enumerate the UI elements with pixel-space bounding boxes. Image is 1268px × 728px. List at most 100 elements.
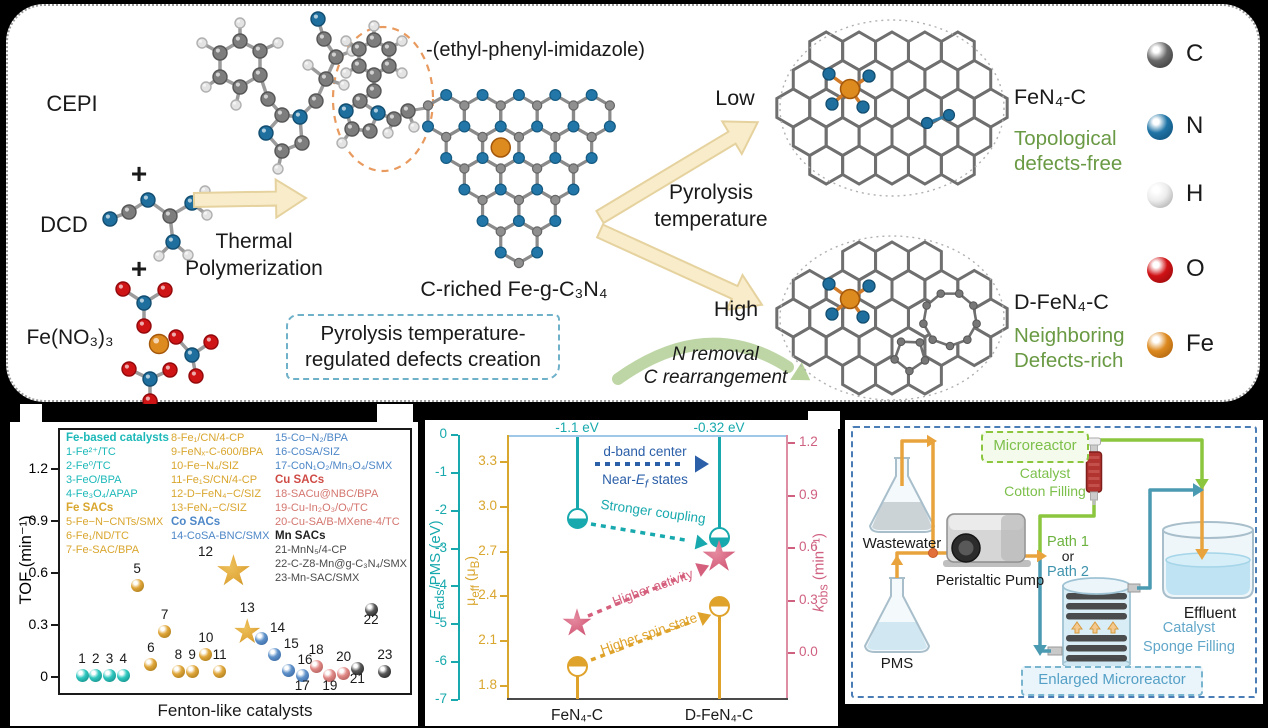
dft-box-top: [507, 435, 788, 437]
eads-stem: [575, 437, 579, 519]
plus-sign-2: +: [130, 253, 148, 284]
mueff-tick: [500, 505, 507, 508]
eads-tick-label: -7: [434, 690, 447, 706]
tof-point-10: [199, 647, 213, 661]
mueff-stem: [575, 666, 579, 699]
tof-point-label-12: 12: [197, 544, 213, 560]
atom-c-sphere: [1147, 42, 1173, 68]
tof-legend-column-1: Fe-based catalysts 1-Fe²⁺/TC 2-Fe⁰/TC 3-FeO…: [66, 431, 169, 557]
tof-point-label-3: 3: [105, 650, 114, 666]
eads-axis-line: [458, 435, 460, 700]
tof-point-label-19: 19: [322, 677, 338, 693]
tof-chart-panel: TOF (min⁻¹) Fenton-like catalysts Fe-bas…: [10, 422, 418, 726]
tof-point-3: [103, 668, 117, 682]
eads-tick: [451, 434, 458, 436]
tof-legend-entry: 5-Fe−N−CNTs/SMX: [66, 516, 164, 528]
tof-point-label-5: 5: [133, 560, 141, 576]
tof-point-1: [75, 668, 89, 682]
mueff-tick-label: 3.3: [478, 453, 497, 468]
tof-point-label-6: 6: [147, 640, 155, 656]
tof-point-label-16: 16: [297, 651, 313, 667]
tof-legend-entry: Mn SACs: [275, 530, 326, 542]
atom-fe-label: Fe: [1186, 330, 1215, 357]
fen4c-label: FeN₄-C: [1014, 85, 1087, 109]
kobs-tick: [788, 494, 795, 497]
tof-point-16: [282, 663, 296, 677]
tof-point-label-2: 2: [92, 650, 100, 666]
dband-value-dfen4c: -0.32 eV: [693, 420, 745, 435]
eads-tick-label: -4: [434, 577, 447, 593]
atom-n-label: N: [1186, 112, 1204, 139]
tof-point-5: [130, 578, 144, 592]
dft-chart-panel: Eads/PMS (eV) μeff (μB) kobs (min⁻¹) -1.…: [425, 420, 838, 726]
tof-legend-entry: 7-Fe-SAC/BPA: [66, 544, 140, 556]
eads-tick-label: -6: [434, 653, 447, 669]
tof-ytick-label: 0: [40, 668, 48, 684]
tof-point-2: [89, 668, 103, 682]
tof-point-label-14: 14: [269, 620, 286, 636]
product-label: C-riched Fe-g-C₃N₄: [420, 277, 608, 301]
pendant-label: -(ethyl-phenyl-imidazole): [426, 39, 645, 61]
tof-point-label-22: 22: [363, 611, 379, 627]
mueff-tick-label: 1.8: [478, 677, 497, 692]
flow-diagram-panel: Wastewater PMS Peristaltic Pump Microrea…: [845, 420, 1263, 704]
tof-point-14: [254, 632, 268, 646]
mueff-tick-label: 2.1: [478, 632, 497, 648]
tof-legend-entry: 22-C-Z8-Mn@g-C₃N₄/SMX: [275, 558, 407, 570]
tof-ytick-mark: [51, 520, 58, 522]
tof-x-axis-label: Fenton-like catalysts: [157, 701, 313, 720]
tof-point-label-15: 15: [283, 635, 299, 651]
tof-point-8: [171, 665, 185, 679]
mueff-marker: [708, 596, 730, 618]
dft-annotation-arrows: [587, 455, 712, 662]
tof-ytick-mark: [51, 572, 58, 574]
atom-h-sphere: [1147, 182, 1173, 208]
panel-notch-b: [20, 404, 42, 422]
enlarged-microreactor-box: Enlarged Microreactor: [1021, 666, 1203, 696]
wastewater-label: Wastewater: [862, 535, 942, 552]
n-removal-label: N removal C rearrangement: [643, 344, 788, 388]
atom-n-sphere: [1147, 114, 1173, 140]
kobs-tick: [788, 599, 795, 602]
tof-legend-column-3: 15-Co−N₂/BPA 16-CoSA/SIZ 17-CoN₁O₂/Mn₃O₄/S…: [275, 431, 407, 585]
dband-annotation-bottom: Near-Ef states: [602, 472, 688, 491]
kobs-tick-label: 0.9: [799, 486, 818, 502]
tof-legend-entry: Fe-based catalysts: [66, 432, 169, 444]
tof-point-18: [309, 660, 323, 674]
kobs-tick: [788, 442, 795, 444]
dft-category-dfen4c: D-FeN₄-C: [684, 707, 754, 724]
kobs-tick-label: 0.3: [799, 591, 818, 607]
eads-tick: [451, 623, 458, 626]
tof-point-9: [185, 665, 199, 679]
mueff-marker: [566, 656, 588, 678]
eads-tick: [451, 547, 458, 550]
tof-legend-entry: 21-MnN₅/4-CP: [275, 544, 347, 556]
mueff-tick-label: 3.0: [478, 497, 497, 513]
eads-stem: [717, 437, 721, 538]
tof-ytick-label: 0.9: [28, 512, 48, 528]
tof-point-11: [213, 665, 227, 679]
low-label: Low: [715, 86, 755, 110]
eads-tick-label: 0: [439, 426, 447, 441]
tof-ytick-mark: [51, 676, 58, 678]
mueff-tick: [500, 640, 507, 643]
tof-point-label-1: 1: [78, 650, 86, 666]
eads-tick: [451, 585, 458, 588]
dft-box-bottom: [507, 698, 788, 700]
tof-point-6: [144, 658, 158, 672]
kobs-tick: [788, 652, 795, 654]
tof-legend-entry: 4-Fe₃O₄/APAP: [66, 488, 138, 500]
microreactor-label-box: Microreactor: [981, 431, 1089, 463]
atom-fe-sphere: [1147, 332, 1173, 358]
mueff-tick-label: 2.7: [478, 542, 497, 558]
eads-tick-label: -3: [434, 539, 447, 555]
kobs-tick-label: 1.2: [799, 434, 818, 449]
tof-ytick-mark: [51, 468, 58, 470]
tof-legend-entry: 1-Fe²⁺/TC: [66, 446, 116, 458]
tof-legend-entry: 12-D−FeN₄−C/SIZ: [171, 488, 262, 500]
eads-tick: [451, 661, 458, 664]
dft-category-fen4c: FeN₄-C: [551, 707, 603, 724]
tof-point-21: [350, 661, 364, 675]
tof-point-label-7: 7: [160, 607, 169, 623]
tof-legend-entry: Co SACs: [171, 516, 221, 528]
